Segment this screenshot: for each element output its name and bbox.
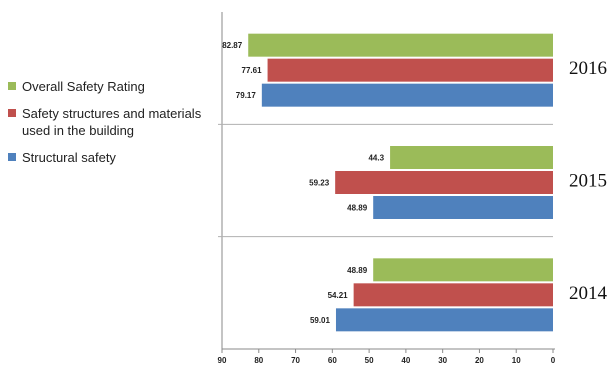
data-label: 79.17 (236, 91, 257, 100)
bar (335, 308, 553, 332)
x-tick-label: 80 (254, 356, 263, 365)
data-label: 59.23 (309, 179, 330, 188)
x-tick-label: 70 (291, 356, 300, 365)
data-label: 48.89 (347, 266, 368, 275)
data-label: 59.01 (310, 316, 331, 325)
bar (390, 146, 553, 169)
x-tick-label: 50 (365, 356, 374, 365)
data-label: 48.89 (347, 204, 368, 213)
bar (267, 58, 553, 82)
bar (373, 196, 553, 219)
bar (353, 283, 553, 307)
legend-label-structural-safety: Structural safety (22, 150, 116, 165)
category-label: 2016 (569, 58, 607, 79)
bar (261, 83, 553, 107)
x-tick-label: 30 (438, 356, 447, 365)
x-tick-label: 0 (551, 356, 556, 365)
data-label: 77.61 (242, 66, 263, 75)
data-label: 54.21 (328, 291, 349, 300)
category-label: 2014 (569, 283, 608, 304)
x-tick-label: 10 (512, 356, 521, 365)
x-tick-label: 60 (328, 356, 337, 365)
legend-label-safety-structures: Safety structures and materials used in … (22, 106, 202, 138)
data-label: 44.3 (368, 154, 384, 163)
legend-swatch-overall-safety-rating (8, 82, 16, 90)
legend-item-structural-safety: Structural safety (8, 149, 218, 166)
x-tick-label: 20 (475, 356, 484, 365)
legend-item-overall-safety-rating: Overall Safety Rating (8, 78, 218, 95)
legend-item-safety-structures: Safety structures and materials used in … (8, 105, 218, 139)
bar (335, 171, 553, 194)
legend-label-overall-safety-rating: Overall Safety Rating (22, 79, 145, 94)
data-label: 82.87 (222, 41, 243, 50)
bar (248, 33, 554, 57)
legend-swatch-structural-safety (8, 153, 16, 161)
x-tick-label: 40 (401, 356, 410, 365)
x-tick-label: 90 (218, 356, 227, 365)
legend-swatch-safety-structures (8, 109, 16, 117)
legend: Overall Safety Rating Safety structures … (8, 78, 218, 176)
bar (373, 258, 553, 282)
category-label: 2015 (569, 171, 607, 192)
